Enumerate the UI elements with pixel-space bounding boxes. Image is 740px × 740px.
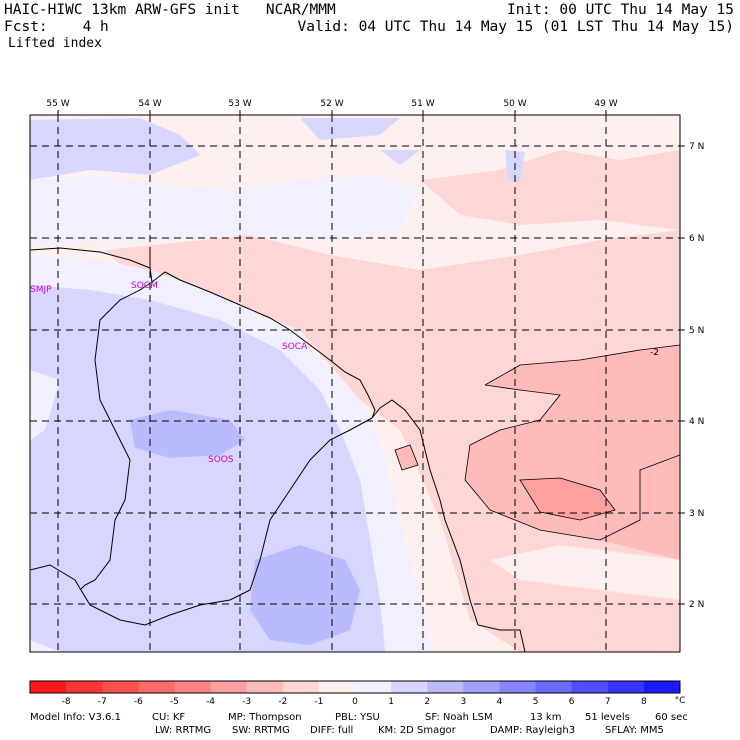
station-soca: SOCA [282, 342, 308, 352]
model-info-sf: SF: Noah LSM [425, 712, 493, 723]
model-info-pbl: PBL: YSU [335, 712, 380, 723]
model-info-version: Model Info: V3.6.1 [30, 712, 121, 723]
lon-label-54w: 54 W [138, 99, 161, 109]
init-time: Init: 00 UTC Thu 14 May 15 [507, 2, 734, 18]
colorbar-swatch [643, 681, 681, 693]
model-info-km: KM: 2D Smagor [378, 725, 456, 736]
lon-label-52w: 52 W [320, 99, 343, 109]
colorbar-tick-label: -2 [278, 697, 287, 707]
colorbar-tick-label: 8 [641, 697, 647, 707]
colorbar-swatch [138, 681, 175, 693]
colorbar-tick-label: 4 [497, 697, 503, 707]
lat-label-5n: 5 N [689, 326, 704, 336]
colorbar-tick-label: -7 [98, 697, 107, 707]
lon-label-49w: 49 W [594, 99, 617, 109]
lon-label-50w: 50 W [503, 99, 526, 109]
colorbar-swatch [571, 681, 609, 693]
station-socm: SOCM [131, 281, 158, 291]
lat-label-2n: 2 N [689, 600, 704, 610]
colorbar-swatch [210, 681, 248, 693]
axis-ticks [57, 110, 685, 605]
contour-label: -2 [650, 348, 659, 358]
colorbar-labels: -8 -7 -6 -5 -4 -3 -2 -1 0 1 2 3 4 5 6 7 8 [62, 697, 647, 707]
model-info-diff: DIFF: full [310, 725, 354, 736]
colorbar-swatch [427, 681, 464, 693]
station-soos: SOOS [208, 455, 234, 465]
colorbar-swatch [246, 681, 284, 693]
model-info-damp: DAMP: Rayleigh3 [490, 725, 576, 736]
coastline [30, 247, 526, 652]
model-info-mp: MP: Thompson [228, 712, 302, 723]
forecast-hour: Fcst: 4 h [4, 19, 109, 35]
model-info-levels: 51 levels [585, 712, 630, 723]
field-name: Lifted index [8, 36, 102, 51]
colorbar-tick-label: -8 [62, 697, 71, 707]
map-frame [29, 114, 681, 653]
colorbar-swatch [355, 681, 392, 693]
colorbar-swatch [66, 681, 103, 693]
colorbar [29, 680, 681, 694]
colorbar-swatch [174, 681, 212, 693]
colorbar-tick-label: -1 [314, 697, 323, 707]
model-info-resolution: 13 km [530, 712, 562, 723]
lat-label-4n: 4 N [689, 417, 704, 427]
colorbar-tick-label: 2 [424, 697, 430, 707]
colorbar-swatch [102, 681, 139, 693]
colorbar-tick-label: -3 [242, 697, 251, 707]
colorbar-tick-label: 3 [460, 697, 466, 707]
colorbar-swatch [607, 681, 645, 693]
colorbar-tick-label: 0 [352, 697, 358, 707]
field-shading [30, 115, 680, 652]
colorbar-swatch [535, 681, 573, 693]
model-info-timestep: 60 sec [655, 712, 688, 723]
lat-lon-grid [30, 115, 680, 652]
model-title: HAIC-HIWC 13km ARW-GFS init NCAR/MMM [4, 2, 336, 18]
colorbar-swatch [318, 681, 356, 693]
colorbar-tick-label: -4 [206, 697, 215, 707]
colorbar-tick-label: 7 [605, 697, 611, 707]
colorbar-tick-label: 1 [388, 697, 394, 707]
station-smjp: SMJP [30, 285, 52, 295]
colorbar-tick-label: 5 [533, 697, 539, 707]
colorbar-tick-label: -5 [170, 697, 179, 707]
model-info-lw: LW: RRTMG [155, 725, 212, 736]
colorbar-frame [29, 680, 681, 694]
colorbar-tick-label: 6 [569, 697, 575, 707]
model-info-cu: CU: KF [152, 712, 186, 723]
colorbar-unit: °C [675, 696, 686, 706]
colorbar-swatch [499, 681, 537, 693]
model-info-sw: SW: RRTMG [232, 725, 290, 736]
contour-lines [394, 344, 680, 541]
colorbar-swatch [463, 681, 500, 693]
model-info-sflay: SFLAY: MM5 [605, 725, 664, 736]
lat-label-6n: 6 N [689, 234, 704, 244]
lon-label-55w: 55 W [46, 99, 69, 109]
lon-label-53w: 53 W [228, 99, 251, 109]
valid-time: Valid: 04 UTC Thu 14 May 15 (01 LST Thu … [297, 19, 735, 35]
lat-label-3n: 3 N [689, 509, 704, 519]
colorbar-swatch [282, 681, 320, 693]
colorbar-tick-label: -6 [134, 697, 143, 707]
lon-label-51w: 51 W [411, 99, 434, 109]
colorbar-swatch [30, 681, 67, 693]
lat-label-7n: 7 N [689, 142, 704, 152]
colorbar-swatch [391, 681, 428, 693]
